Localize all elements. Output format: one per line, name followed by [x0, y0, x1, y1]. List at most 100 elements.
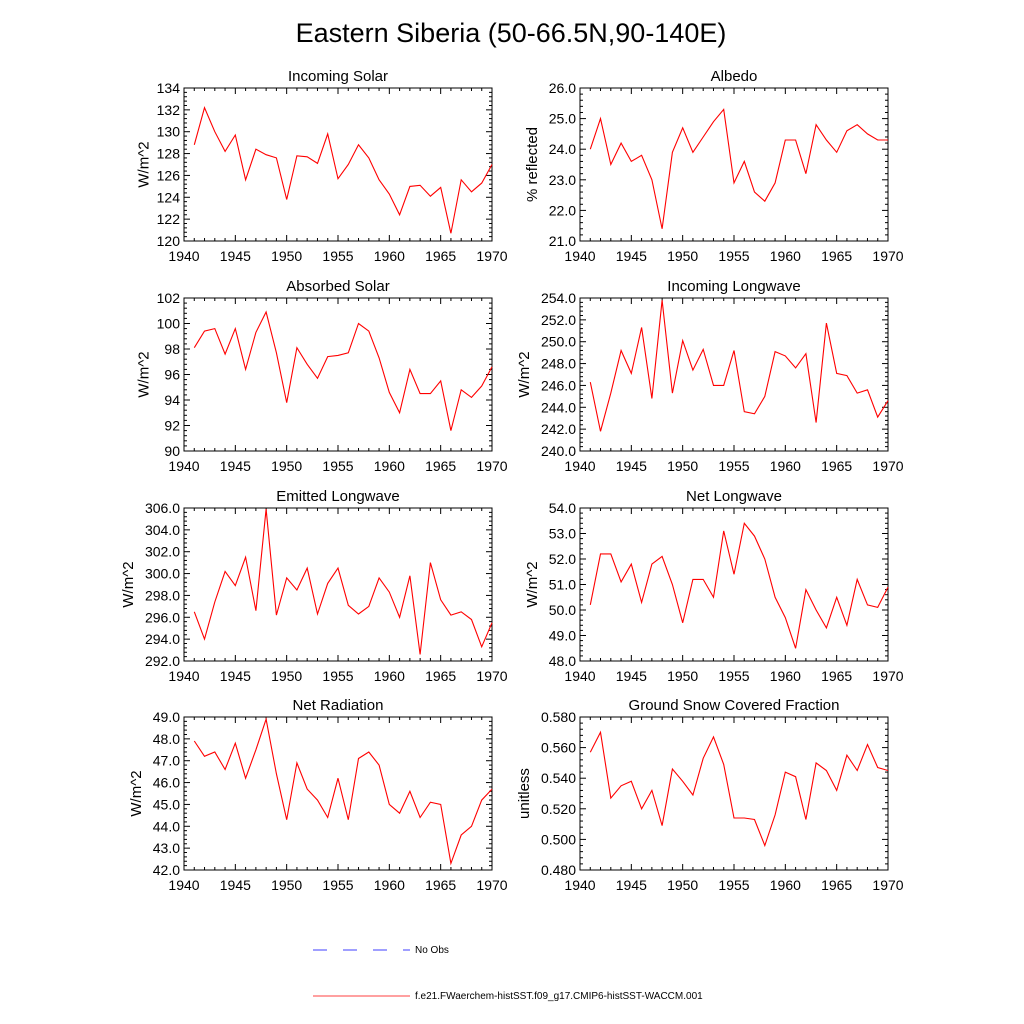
panel-emitted-longwave: 1940 1945 1950 1955 1960 1965 1970 292.0 294.0 29…	[120, 488, 508, 684]
y-axis-label: % reflected	[524, 127, 541, 202]
y-tick-label: 100	[157, 316, 181, 332]
y-tick-label: 292.0	[145, 653, 180, 669]
y-tick-label: 49.0	[549, 628, 576, 644]
x-tick-label: 1950	[667, 248, 698, 264]
panel-net-longwave: 1940 1945 1950 1955 1960 1965 1970 48.0 49.0 50.0…	[524, 488, 904, 684]
series-line-net-longwave	[589, 522, 889, 649]
panel-incoming-longwave: 1940 1945 1950 1955 1960 1965 1970 240.0 242.0 24…	[516, 278, 904, 474]
x-tick-label: 1950	[271, 458, 302, 474]
panel-title: Incoming Longwave	[667, 278, 800, 295]
y-tick-label: 298.0	[145, 587, 180, 603]
x-tick-label: 1955	[322, 458, 353, 474]
y-tick-label: 24.0	[549, 141, 576, 157]
x-tick-label: 1955	[322, 877, 353, 893]
y-tick-label: 48.0	[153, 731, 180, 747]
y-tick-label: 98	[164, 341, 180, 357]
y-tick-label: 23.0	[549, 172, 576, 188]
y-tick-label: 246.0	[541, 377, 576, 393]
y-tick-label: 0.500	[541, 831, 576, 847]
x-tick-label: 1970	[476, 668, 507, 684]
x-tick-label: 1965	[425, 248, 456, 264]
y-tick-label: 47.0	[153, 753, 180, 769]
y-tick-label: 25.0	[549, 111, 576, 127]
panel-absorbed-solar: 1940 1945 1950 1955 1960 1965 1970 90 92 94 96 98 10…	[136, 278, 508, 474]
y-tick-label: 21.0	[549, 233, 576, 249]
panel-title: Emitted Longwave	[276, 488, 399, 505]
plot-frame	[183, 716, 493, 871]
y-tick-label: 254.0	[541, 290, 576, 306]
y-axis-label: W/m^2	[524, 561, 541, 607]
x-tick-label: 1965	[821, 458, 852, 474]
panel-incoming-solar: 1940 1945 1950 1955 1960 1965 1970 120 122 124 126…	[136, 68, 508, 264]
figure-title: Eastern Siberia (50-66.5N,90-140E)	[296, 18, 727, 48]
series-line-incoming-solar	[193, 106, 493, 234]
panel-title: Absorbed Solar	[286, 278, 389, 295]
y-tick-label: 45.0	[153, 796, 180, 812]
y-tick-label: 120	[157, 233, 181, 249]
y-tick-label: 252.0	[541, 312, 576, 328]
panel-title: Albedo	[711, 68, 758, 85]
x-tick-label: 1945	[616, 248, 647, 264]
panels: 1940 1945 1950 1955 1960 1965 1970 120 122 124 126…	[120, 68, 904, 893]
y-tick-label: 128	[157, 146, 181, 162]
x-tick-label: 1965	[425, 668, 456, 684]
x-tick-label: 1945	[220, 458, 251, 474]
y-tick-label: 134	[157, 80, 181, 96]
y-tick-label: 124	[157, 189, 181, 205]
x-tick-label: 1945	[220, 668, 251, 684]
series-line-absorbed-solar	[193, 310, 493, 431]
panel-net-radiation: 1940 1945 1950 1955 1960 1965 1970 42.0 43.0 44.0…	[128, 697, 508, 893]
y-tick-label: 296.0	[145, 609, 180, 625]
plot-frame	[579, 507, 889, 662]
y-tick-label: 122	[157, 211, 181, 227]
y-tick-label: 294.0	[145, 631, 180, 647]
y-axis-label: W/m^2	[128, 770, 145, 816]
plot-frame	[579, 716, 889, 871]
x-tick-label: 1965	[821, 668, 852, 684]
x-tick-label: 1940	[564, 877, 595, 893]
y-tick-label: 54.0	[549, 500, 576, 516]
y-tick-label: 48.0	[549, 653, 576, 669]
x-tick-label: 1955	[718, 248, 749, 264]
y-tick-label: 51.0	[549, 577, 576, 593]
y-tick-label: 126	[157, 167, 181, 183]
y-tick-label: 248.0	[541, 356, 576, 372]
x-tick-label: 1970	[872, 458, 903, 474]
x-tick-label: 1970	[476, 458, 507, 474]
y-tick-label: 52.0	[549, 551, 576, 567]
y-tick-label: 102	[157, 290, 181, 306]
y-tick-label: 304.0	[145, 522, 180, 538]
x-tick-label: 1960	[770, 458, 801, 474]
y-tick-label: 130	[157, 124, 181, 140]
x-tick-label: 1960	[770, 248, 801, 264]
y-tick-label: 90	[164, 443, 180, 459]
x-tick-label: 1970	[872, 668, 903, 684]
legend-obs-label: No Obs	[415, 945, 449, 956]
y-tick-label: 240.0	[541, 443, 576, 459]
x-tick-label: 1965	[425, 458, 456, 474]
y-tick-label: 46.0	[153, 775, 180, 791]
y-tick-label: 0.560	[541, 740, 576, 756]
x-tick-label: 1940	[168, 248, 199, 264]
x-tick-label: 1940	[564, 668, 595, 684]
y-tick-label: 306.0	[145, 500, 180, 516]
x-tick-label: 1955	[322, 668, 353, 684]
legend-model-label: f.e21.FWaerchem-histSST.f09_g17.CMIP6-hi…	[415, 991, 703, 1002]
y-tick-label: 92	[164, 418, 180, 434]
y-axis-label: W/m^2	[136, 351, 153, 397]
x-tick-label: 1960	[770, 668, 801, 684]
x-tick-label: 1955	[322, 248, 353, 264]
x-tick-label: 1960	[770, 877, 801, 893]
x-tick-label: 1950	[271, 668, 302, 684]
y-tick-label: 94	[164, 392, 180, 408]
y-tick-label: 244.0	[541, 399, 576, 415]
x-tick-label: 1955	[718, 458, 749, 474]
y-tick-label: 0.580	[541, 709, 576, 725]
y-tick-label: 49.0	[153, 709, 180, 725]
y-tick-label: 0.520	[541, 801, 576, 817]
y-axis-label: W/m^2	[516, 351, 533, 397]
x-tick-label: 1970	[476, 877, 507, 893]
y-tick-label: 42.0	[153, 862, 180, 878]
x-tick-label: 1965	[821, 877, 852, 893]
